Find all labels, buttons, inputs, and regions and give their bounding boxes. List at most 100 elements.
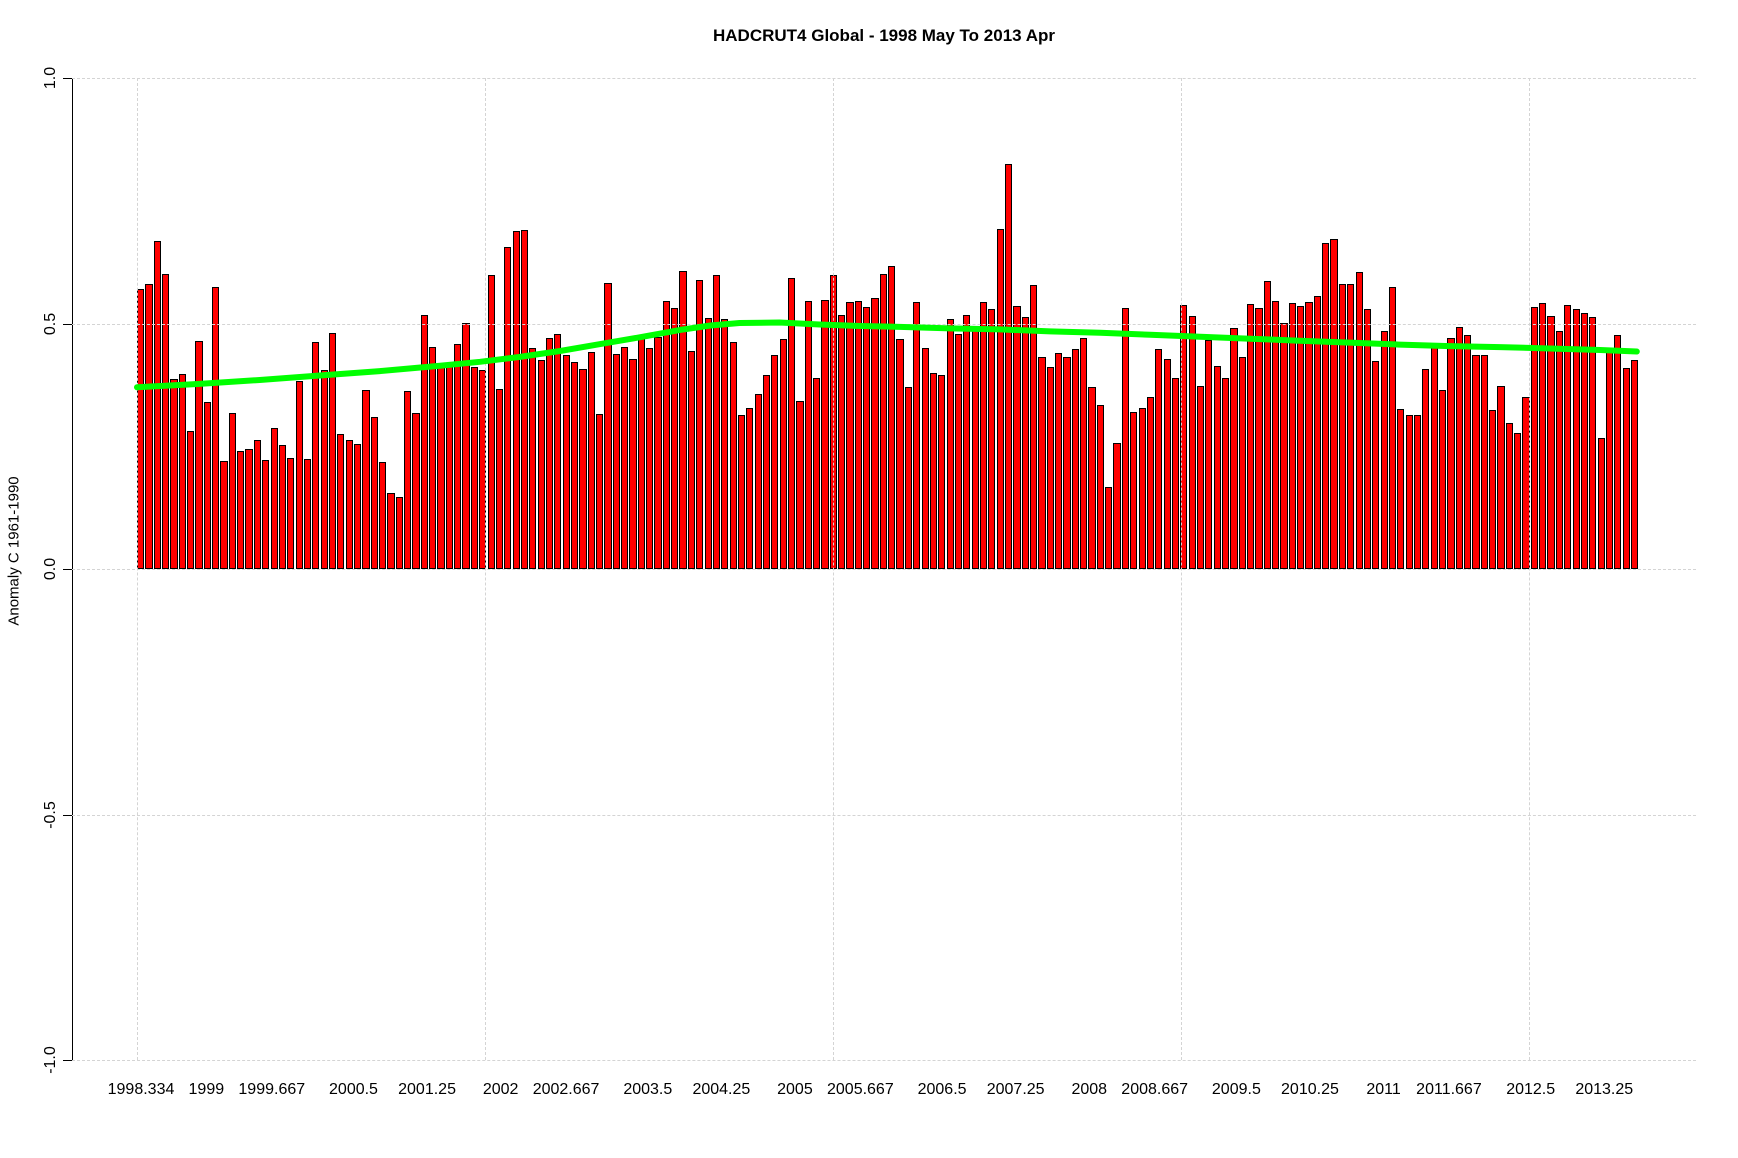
bar bbox=[762, 374, 771, 569]
bar bbox=[646, 347, 654, 569]
bar bbox=[345, 440, 353, 569]
bar bbox=[220, 461, 228, 569]
bar bbox=[1063, 356, 1071, 569]
bar bbox=[387, 492, 395, 569]
bar bbox=[1272, 301, 1280, 569]
bar bbox=[1597, 437, 1605, 569]
bar bbox=[1188, 315, 1196, 569]
bar bbox=[212, 286, 220, 569]
bar bbox=[1155, 349, 1163, 569]
bar bbox=[1013, 305, 1021, 569]
bar bbox=[1380, 331, 1388, 569]
bar bbox=[487, 274, 495, 569]
bar bbox=[195, 340, 203, 569]
gridline-horizontal bbox=[72, 814, 1696, 816]
bar bbox=[629, 358, 637, 569]
bar bbox=[979, 302, 988, 569]
bar bbox=[1221, 377, 1230, 569]
bar bbox=[1080, 338, 1088, 569]
bar bbox=[888, 266, 896, 569]
bar bbox=[1355, 272, 1363, 569]
x-axis-tick-label: 2013.25 bbox=[1575, 1081, 1634, 1098]
bar bbox=[1096, 405, 1104, 569]
bar bbox=[1555, 330, 1563, 569]
bar bbox=[921, 347, 929, 569]
bar bbox=[1046, 367, 1054, 569]
bar bbox=[1514, 432, 1522, 569]
x-axis-tick-label: 1999 bbox=[188, 1081, 225, 1098]
x-axis-tick-label: 2011.667 bbox=[1416, 1081, 1482, 1098]
bar bbox=[737, 415, 746, 569]
bar bbox=[1605, 349, 1614, 569]
x-axis-tick-label: 2012.5 bbox=[1506, 1081, 1556, 1098]
y-axis-tick-label: 1.0 bbox=[42, 66, 59, 90]
bar bbox=[370, 417, 378, 569]
bar bbox=[1230, 328, 1238, 569]
bar bbox=[596, 414, 604, 569]
bar bbox=[1422, 369, 1430, 569]
bar bbox=[712, 274, 721, 569]
bar bbox=[1121, 307, 1129, 569]
bar bbox=[704, 317, 712, 569]
bar bbox=[1196, 385, 1205, 569]
y-axis-tick-label: -1.0 bbox=[42, 1046, 59, 1074]
bar bbox=[1572, 309, 1580, 569]
x-axis-tick-label: 2008 bbox=[1071, 1081, 1108, 1098]
gridline-vertical bbox=[1181, 78, 1182, 1060]
bar bbox=[320, 370, 328, 569]
gridline-horizontal bbox=[72, 569, 1696, 570]
bar bbox=[1205, 340, 1213, 569]
bar bbox=[137, 289, 145, 569]
gridline-horizontal bbox=[72, 323, 1696, 325]
bar bbox=[270, 428, 278, 569]
bar bbox=[545, 338, 554, 569]
bar bbox=[1130, 412, 1138, 569]
bar bbox=[729, 341, 737, 569]
bar bbox=[1255, 308, 1263, 569]
bar bbox=[228, 413, 236, 569]
bar bbox=[1021, 317, 1029, 569]
bar bbox=[1297, 305, 1305, 569]
bar bbox=[1038, 356, 1046, 569]
bar bbox=[1313, 296, 1321, 569]
gridline-vertical bbox=[137, 78, 138, 1060]
bar bbox=[454, 344, 462, 569]
bar bbox=[679, 270, 687, 569]
x-axis-tick-label: 2002 bbox=[482, 1081, 519, 1098]
bar bbox=[1564, 304, 1572, 569]
bar bbox=[1614, 334, 1622, 569]
bar bbox=[495, 388, 504, 569]
bar bbox=[904, 387, 913, 569]
bar bbox=[1388, 287, 1397, 569]
bar bbox=[412, 413, 420, 569]
bar bbox=[1280, 322, 1288, 569]
bar bbox=[579, 369, 587, 569]
bar bbox=[954, 334, 963, 569]
bar bbox=[996, 229, 1004, 569]
bar bbox=[262, 460, 270, 569]
bar bbox=[170, 378, 178, 569]
bar bbox=[145, 283, 153, 569]
bar bbox=[929, 373, 938, 569]
bar bbox=[754, 393, 762, 569]
x-axis-tick-label: 2006.5 bbox=[917, 1081, 967, 1098]
bar bbox=[654, 336, 662, 569]
bar bbox=[963, 314, 971, 569]
bar bbox=[295, 380, 303, 569]
bar bbox=[445, 365, 453, 569]
gridline-horizontal bbox=[72, 78, 1696, 79]
chart-title: HADCRUT4 Global - 1998 May To 2013 Apr bbox=[713, 26, 1055, 45]
bar bbox=[1438, 389, 1447, 569]
bar bbox=[1530, 306, 1538, 569]
bar bbox=[846, 302, 854, 569]
bar bbox=[1405, 415, 1413, 569]
bar bbox=[1480, 354, 1488, 569]
bar bbox=[838, 314, 846, 569]
bar bbox=[612, 353, 620, 569]
bar bbox=[796, 401, 804, 569]
y-axis-tick bbox=[63, 1060, 72, 1061]
bar bbox=[570, 362, 579, 569]
bar bbox=[1263, 280, 1271, 569]
bar bbox=[1539, 303, 1547, 569]
